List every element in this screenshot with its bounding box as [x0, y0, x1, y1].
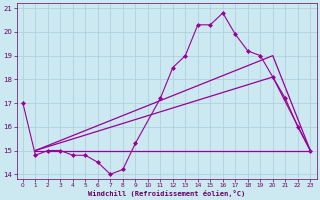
- X-axis label: Windchill (Refroidissement éolien,°C): Windchill (Refroidissement éolien,°C): [88, 190, 245, 197]
